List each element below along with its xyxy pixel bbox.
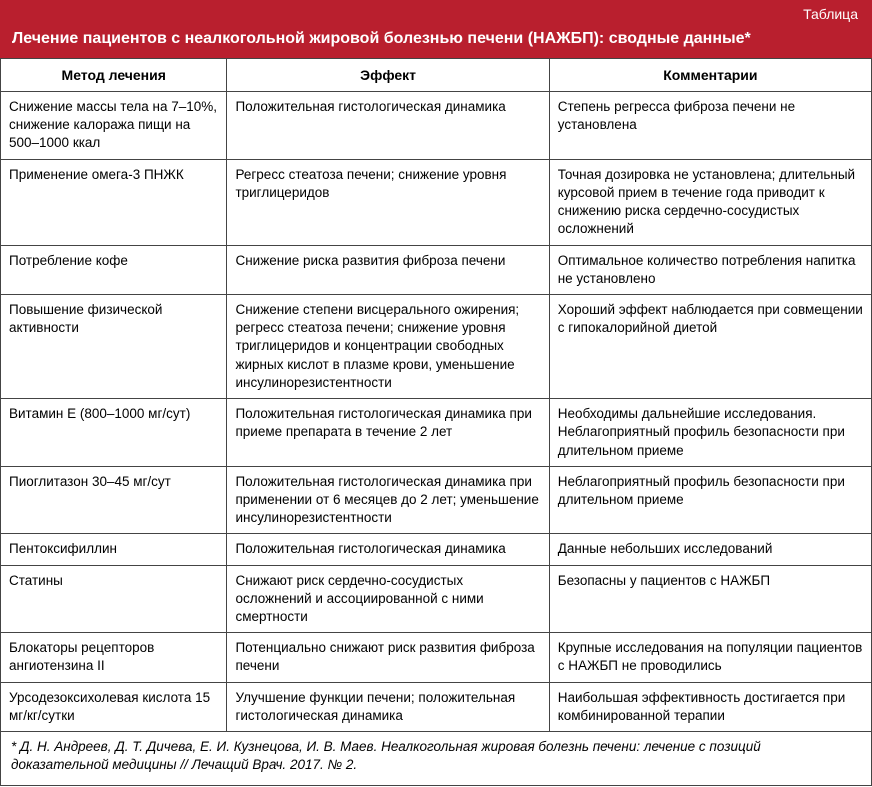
cell-comment: Безопасны у пациентов с НАЖБП — [549, 565, 871, 633]
cell-effect: Положительная гистологическая динамика п… — [227, 466, 549, 534]
table-row: Потребление кофеСнижение риска развития … — [1, 245, 872, 294]
table-row: ПентоксифиллинПоложительная гистологичес… — [1, 534, 872, 565]
cell-effect: Потенциально снижают риск развития фибро… — [227, 633, 549, 682]
cell-effect: Снижение степени висцерального ожирения;… — [227, 294, 549, 398]
cell-effect: Положительная гистологическая динамика п… — [227, 399, 549, 467]
header-row: Метод лечения Эффект Комментарии — [1, 59, 872, 92]
cell-comment: Хороший эффект наблюдается при совмещени… — [549, 294, 871, 398]
table-corner-label: Таблица — [0, 0, 872, 24]
cell-effect: Снижение риска развития фиброза печени — [227, 245, 549, 294]
table-row: Повышение физической активностиСнижение … — [1, 294, 872, 398]
cell-method: Повышение физической активности — [1, 294, 227, 398]
header-comment: Комментарии — [549, 59, 871, 92]
table-row: Снижение массы тела на 7–10%, снижение к… — [1, 92, 872, 160]
cell-method: Снижение массы тела на 7–10%, снижение к… — [1, 92, 227, 160]
table-body: Снижение массы тела на 7–10%, снижение к… — [1, 92, 872, 732]
table-container: Таблица Лечение пациентов с неалкогольно… — [0, 0, 872, 786]
table-row: Витамин Е (800–1000 мг/сут)Положительная… — [1, 399, 872, 467]
cell-effect: Снижают риск сердечно-сосудистых осложне… — [227, 565, 549, 633]
table-footnote: * Д. Н. Андреев, Д. Т. Дичева, Е. И. Куз… — [0, 732, 872, 785]
cell-method: Пиоглитазон 30–45 мг/сут — [1, 466, 227, 534]
cell-comment: Точная дозировка не установлена; длитель… — [549, 159, 871, 245]
cell-method: Урсодезоксихолевая кислота 15 мг/кг/сутк… — [1, 682, 227, 731]
cell-effect: Положительная гистологическая динамика — [227, 534, 549, 565]
cell-comment: Оптимальное количество потребления напит… — [549, 245, 871, 294]
cell-method: Пентоксифиллин — [1, 534, 227, 565]
cell-effect: Положительная гистологическая динамика — [227, 92, 549, 160]
header-method: Метод лечения — [1, 59, 227, 92]
table-row: Урсодезоксихолевая кислота 15 мг/кг/сутк… — [1, 682, 872, 731]
cell-comment: Неблагоприятный профиль безопасности при… — [549, 466, 871, 534]
cell-effect: Улучшение функции печени; положительная … — [227, 682, 549, 731]
cell-comment: Данные небольших исследований — [549, 534, 871, 565]
table-row: Применение омега-3 ПНЖКРегресс стеатоза … — [1, 159, 872, 245]
table-row: Пиоглитазон 30–45 мг/сутПоложительная ги… — [1, 466, 872, 534]
table-title: Лечение пациентов с неалкогольной жирово… — [0, 24, 872, 58]
header-effect: Эффект — [227, 59, 549, 92]
cell-method: Статины — [1, 565, 227, 633]
cell-comment: Необходимы дальнейшие исследования. Небл… — [549, 399, 871, 467]
cell-method: Витамин Е (800–1000 мг/сут) — [1, 399, 227, 467]
cell-method: Потребление кофе — [1, 245, 227, 294]
cell-effect: Регресс стеатоза печени; снижение уровня… — [227, 159, 549, 245]
table-row: СтатиныСнижают риск сердечно-сосудистых … — [1, 565, 872, 633]
cell-comment: Степень регресса фиброза печени не устан… — [549, 92, 871, 160]
treatment-table: Метод лечения Эффект Комментарии Снижени… — [0, 58, 872, 732]
cell-comment: Крупные исследования на популяции пациен… — [549, 633, 871, 682]
cell-method: Применение омега-3 ПНЖК — [1, 159, 227, 245]
cell-method: Блокаторы рецепторов ангиотензина II — [1, 633, 227, 682]
cell-comment: Наибольшая эффективность достигается при… — [549, 682, 871, 731]
table-row: Блокаторы рецепторов ангиотензина IIПоте… — [1, 633, 872, 682]
